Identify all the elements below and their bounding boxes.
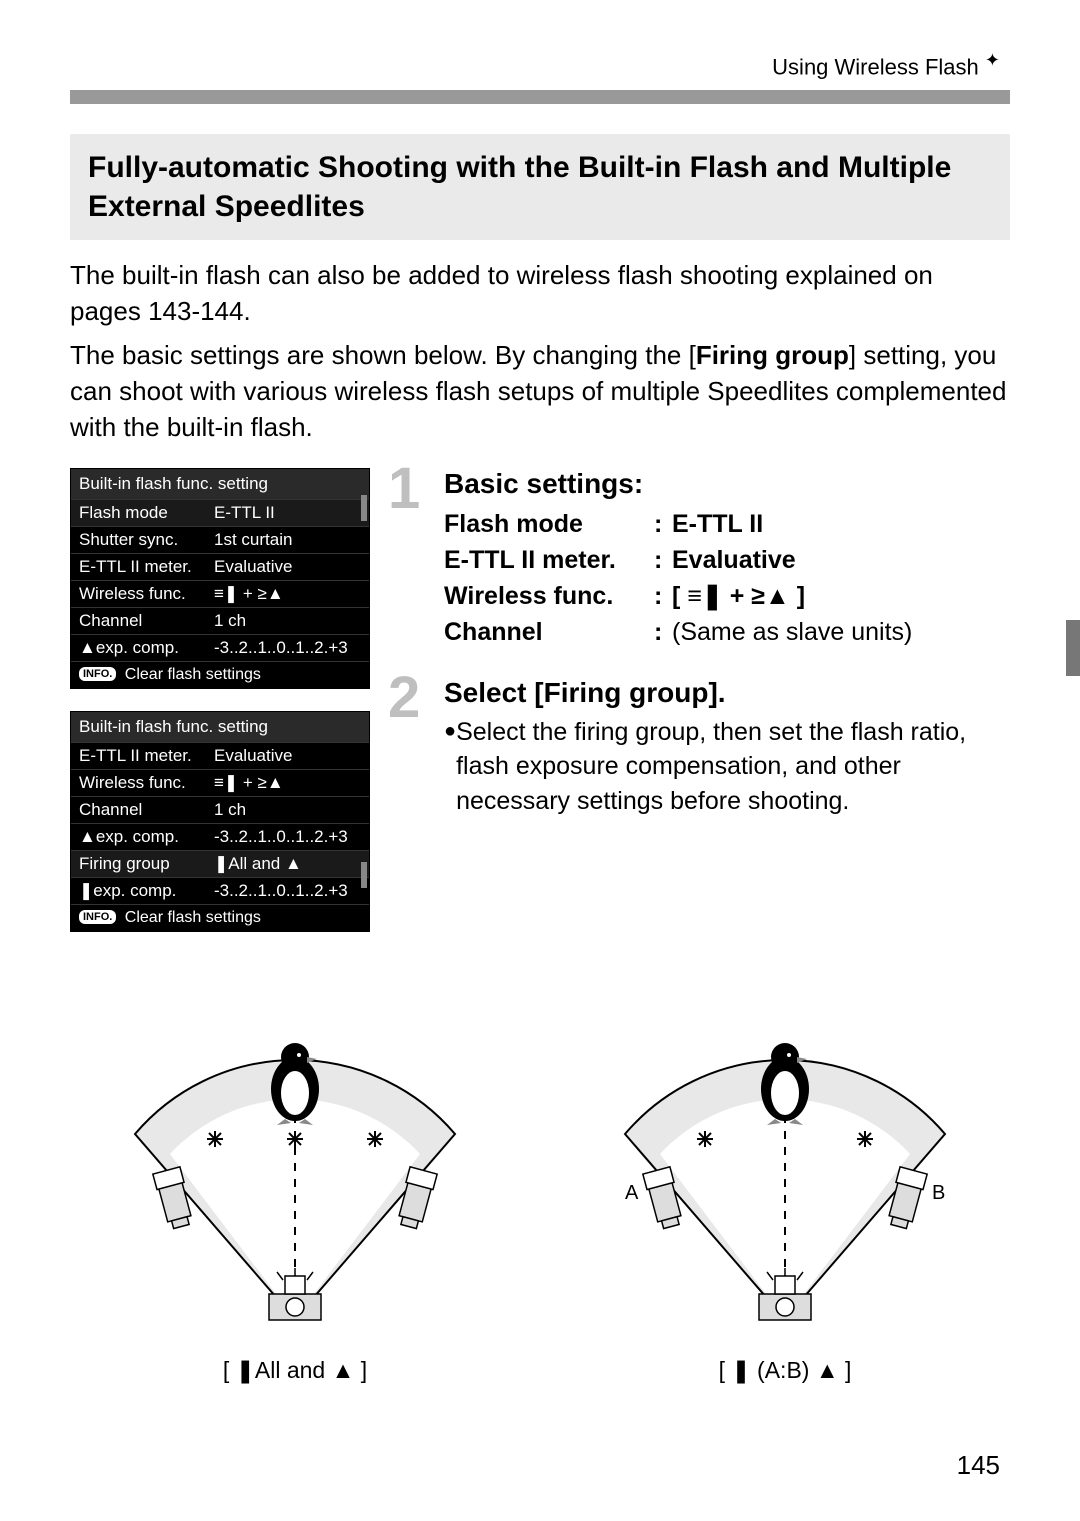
lcd-screenshot-2: Built-in flash func. setting E-TTL II me… — [70, 711, 370, 932]
diagram-left-caption: [ ❚All and ▲ ] — [80, 1357, 510, 1384]
side-tab — [1066, 620, 1080, 676]
lcd-screenshot-1: Built-in flash func. setting Flash modeE… — [70, 468, 370, 689]
step-2-heading: Select [Firing group]. — [444, 677, 1010, 709]
lcd-row: ❚exp. comp.-3..2..1..0..1..2.+3 — [71, 877, 369, 904]
lcd-row: Firing group❚All and ▲ — [71, 850, 369, 877]
lcd-row: Channel1 ch — [71, 796, 369, 823]
step-1: 1 Basic settings: Flash mode: E-TTL IIE-… — [394, 468, 1010, 651]
step-1-number: 1 — [388, 460, 420, 518]
label-b: B — [932, 1182, 945, 1204]
diagram-right-caption: [ ❚ (A:B) ▲ ] — [570, 1357, 1000, 1384]
lcd-row: E-TTL II meter.Evaluative — [71, 742, 369, 769]
intro-paragraph-1: The built-in flash can also be added to … — [70, 258, 1010, 330]
lcd1-title: Built-in flash func. setting — [71, 469, 369, 499]
settings-row: E-TTL II meter.: Evaluative — [444, 542, 1010, 578]
step-2-bullet: ● Select the firing group, then set the … — [444, 715, 1010, 819]
intro-paragraph-2: The basic settings are shown below. By c… — [70, 338, 1010, 446]
label-a: A — [625, 1182, 639, 1204]
lcd-row: Wireless func.≡❚ + ≥▲ — [71, 580, 369, 607]
settings-row: Channel: (Same as slave units) — [444, 614, 1010, 650]
lcd-row: Shutter sync.1st curtain — [71, 526, 369, 553]
info-badge-icon: INFO. — [79, 910, 116, 924]
accent-bar — [70, 90, 1010, 104]
breadcrumb-text: Using Wireless Flash — [772, 54, 979, 79]
lcd-row: Wireless func.≡❚ + ≥▲ — [71, 769, 369, 796]
lcd-row: Channel1 ch — [71, 607, 369, 634]
diagram-right: A B [ ❚ (A:B) ▲ ] — [570, 984, 1000, 1384]
info-badge-icon: INFO. — [79, 667, 116, 681]
bullet-icon: ● — [444, 715, 456, 819]
step-2-number: 2 — [388, 669, 420, 727]
lcd2-footer: INFO. Clear flash settings — [71, 904, 369, 931]
step-2: 2 Select [Firing group]. ● Select the fi… — [394, 677, 1010, 819]
step-1-heading: Basic settings: — [444, 468, 1010, 500]
settings-row: Flash mode: E-TTL II — [444, 506, 1010, 542]
lcd-row: E-TTL II meter.Evaluative — [71, 553, 369, 580]
header-star-icon: ✦ — [985, 50, 1000, 70]
lcd-row: ▲exp. comp.-3..2..1..0..1..2.+3 — [71, 634, 369, 661]
section-title: Fully-automatic Shooting with the Built-… — [70, 134, 1010, 240]
page-number: 145 — [957, 1450, 1000, 1481]
step-1-settings: Flash mode: E-TTL IIE-TTL II meter.: Eva… — [444, 506, 1010, 651]
lcd2-title: Built-in flash func. setting — [71, 712, 369, 742]
diagrams-row: [ ❚All and ▲ ] — [70, 984, 1010, 1384]
breadcrumb: Using Wireless Flash ✦ — [70, 50, 1010, 80]
lcd2-scrollbar — [361, 862, 367, 888]
lcd-row: ▲exp. comp.-3..2..1..0..1..2.+3 — [71, 823, 369, 850]
lcd-row: Flash modeE-TTL II — [71, 499, 369, 526]
lcd1-scrollbar — [361, 495, 367, 521]
lcd1-footer: INFO. Clear flash settings — [71, 661, 369, 688]
diagram-left: [ ❚All and ▲ ] — [80, 984, 510, 1384]
settings-row: Wireless func.: [ ≡❚ + ≥▲ ] — [444, 578, 1010, 614]
